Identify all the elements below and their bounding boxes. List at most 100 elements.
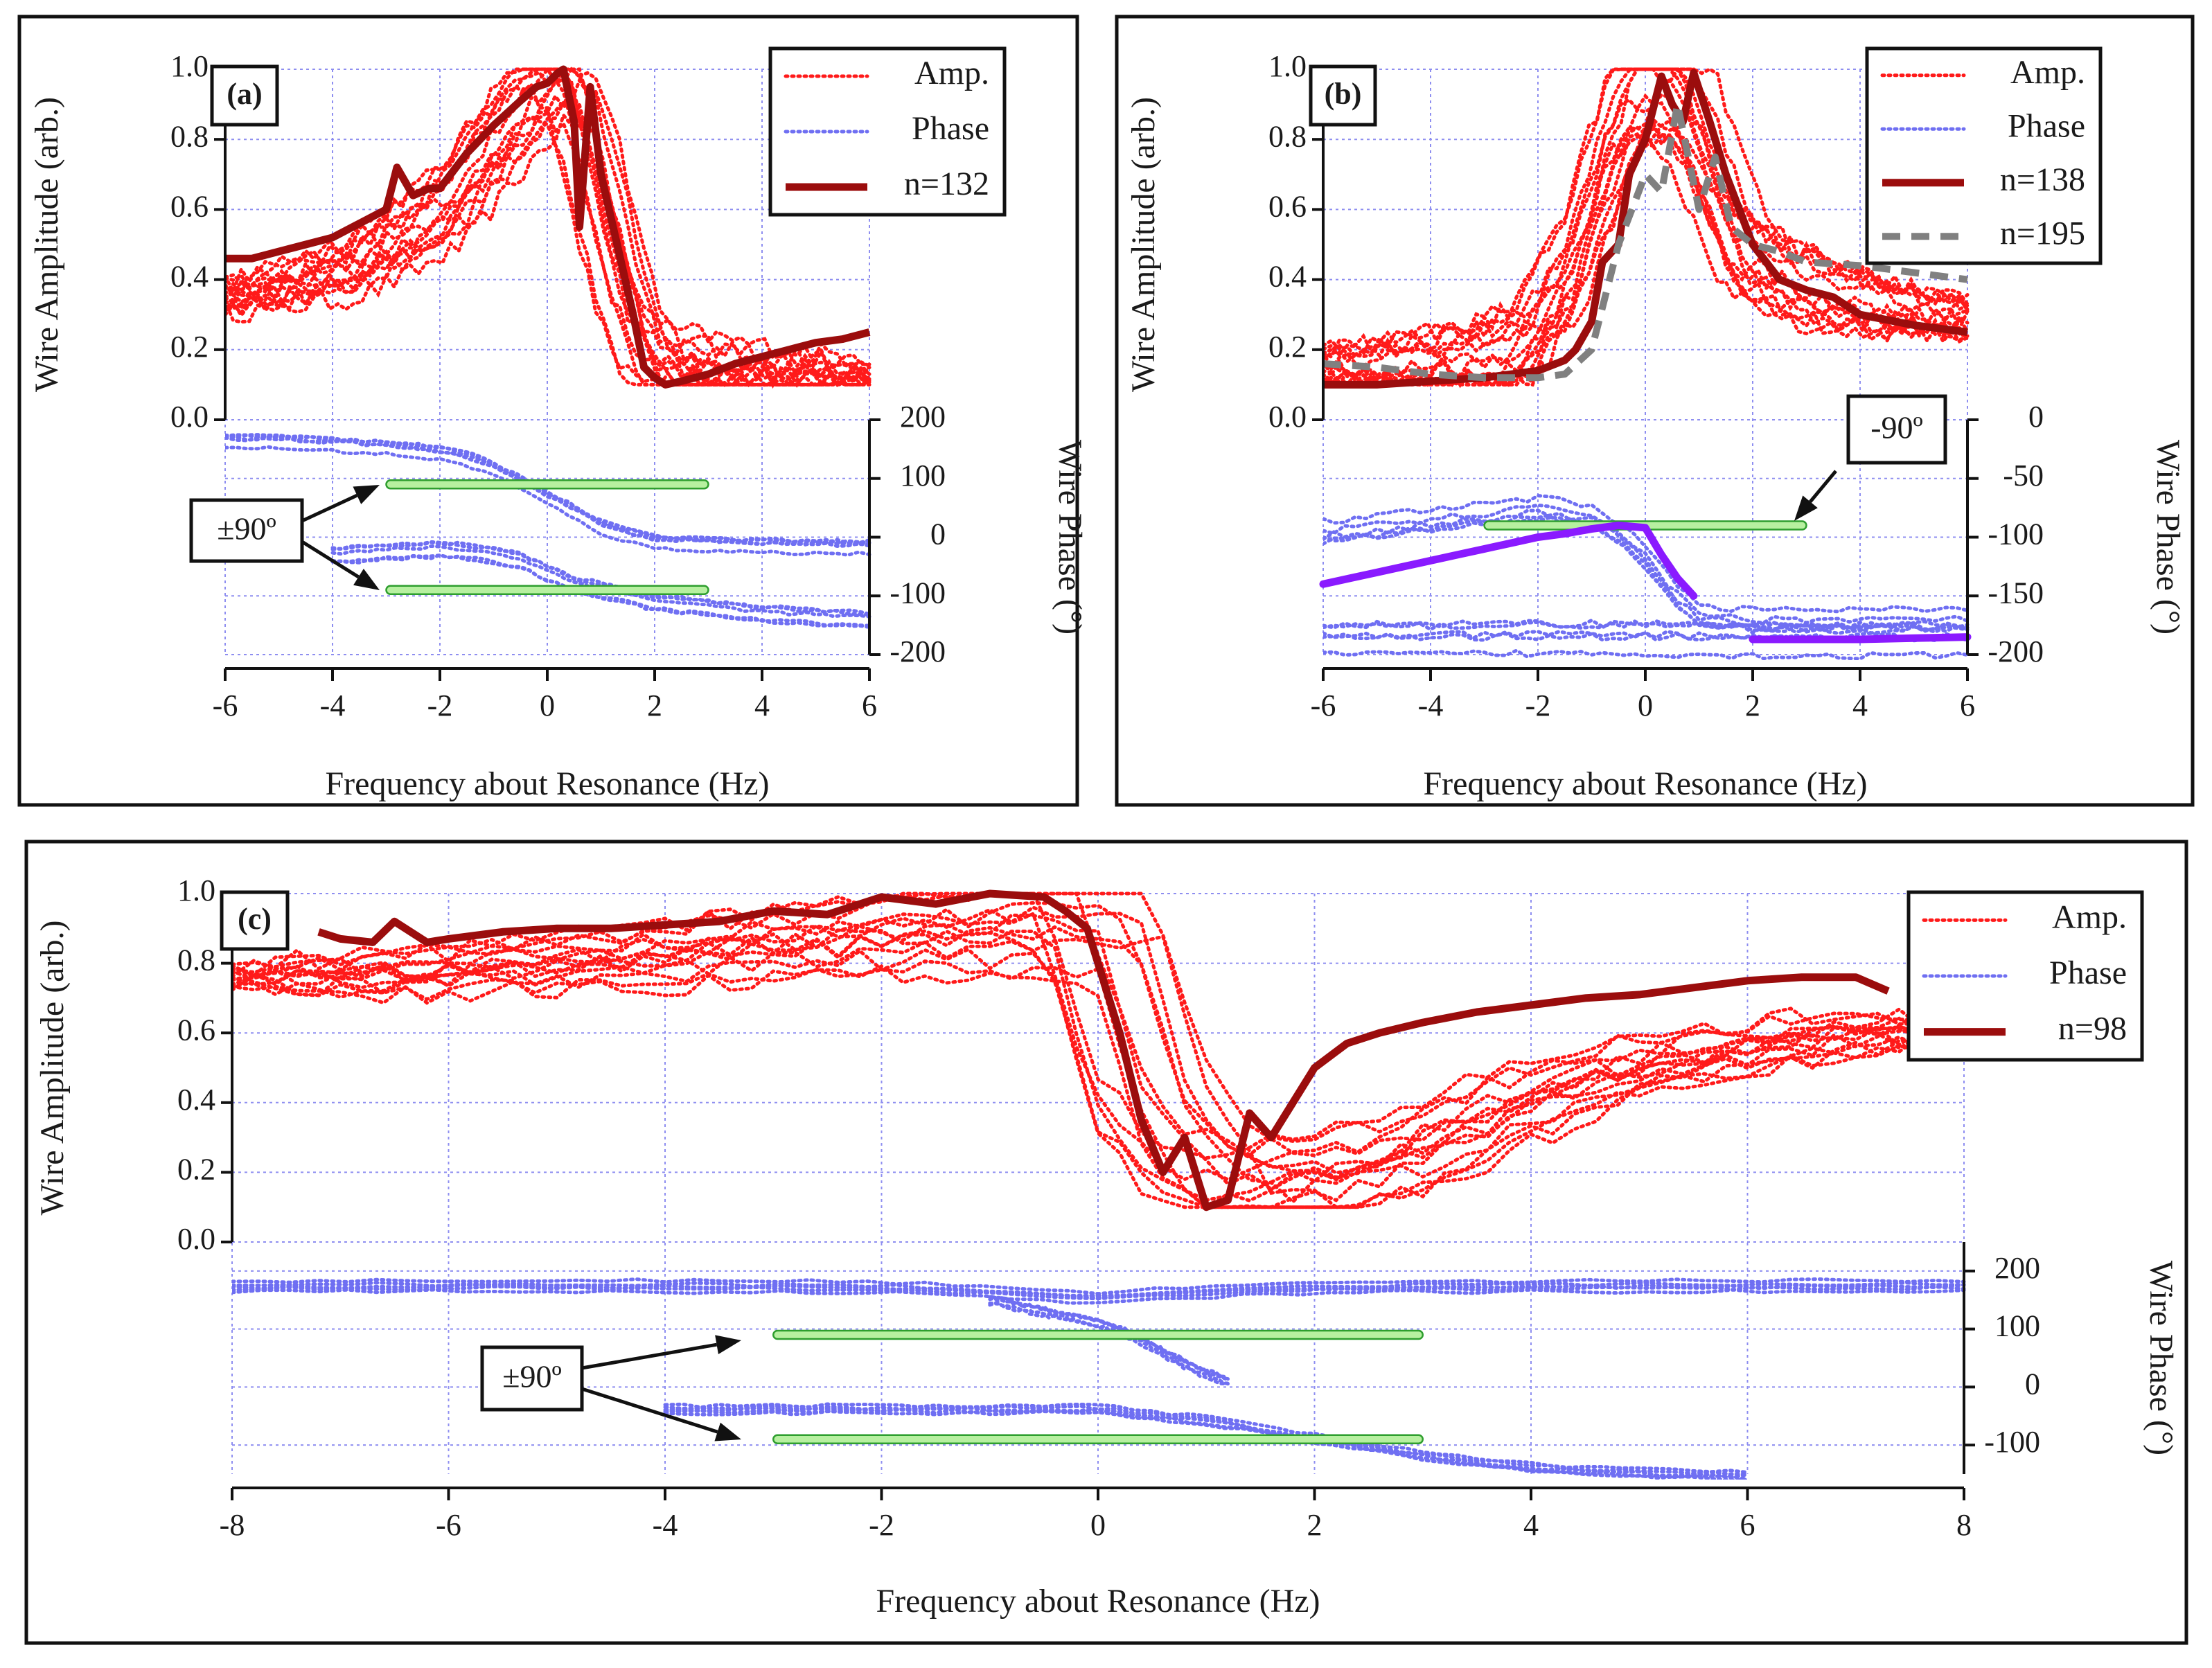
phase-axis: -100 0 100 200 xyxy=(1963,1242,2040,1474)
panel-tag-box xyxy=(210,64,279,127)
x-tick-label: -4 xyxy=(320,689,346,722)
amp-trace xyxy=(232,891,1966,1160)
legend-label: Amp. xyxy=(2052,898,2127,935)
panel-tag-box xyxy=(220,890,290,951)
annotation-label: -90º xyxy=(1870,410,1923,445)
y2-axis-label: Wire Phase (°) xyxy=(2143,1261,2179,1455)
y-tick-label: 0.2 xyxy=(177,1152,215,1186)
phase-trace xyxy=(225,445,871,557)
x-tick-label: 6 xyxy=(862,689,877,722)
phase-trace xyxy=(330,553,871,629)
annotation-arrow xyxy=(1809,470,1837,503)
phase-trace xyxy=(1323,513,1970,634)
annotation-box xyxy=(1846,394,1947,465)
y-tick-label: 1.0 xyxy=(177,873,215,907)
phase-trace xyxy=(663,1402,1749,1474)
y-tick-label: 0.0 xyxy=(1268,400,1307,434)
phase-marker-neg90 xyxy=(385,585,709,596)
legend-label: n=98 xyxy=(2058,1011,2127,1047)
y2-tick-label: 0 xyxy=(2028,400,2044,434)
y-tick-label: 0.2 xyxy=(1268,330,1307,364)
amp-trace xyxy=(1323,93,1970,380)
amp-trace xyxy=(232,929,1966,1209)
series-n=98 xyxy=(317,889,1890,1212)
x-tick-label: 0 xyxy=(540,689,555,722)
y2-tick-label: -200 xyxy=(1988,635,2044,668)
amp-trace xyxy=(232,947,1966,1209)
phase-trace xyxy=(1323,494,1970,614)
y-tick-label: 0.4 xyxy=(177,1083,215,1117)
frequency-axis: -6 -4 -2 0 2 4 6 xyxy=(213,667,877,722)
x-tick-label: -6 xyxy=(1311,689,1336,722)
y-tick-label: 0.6 xyxy=(177,1013,215,1047)
phase-trace xyxy=(232,1288,1966,1305)
x-tick-label: -4 xyxy=(1418,689,1444,722)
y2-tick-label: -100 xyxy=(1984,1425,2040,1459)
x-tick-label: 4 xyxy=(1523,1508,1539,1542)
legend-label: Amp. xyxy=(2010,54,2085,91)
annotation-box xyxy=(189,498,304,563)
y-tick-label: 0.0 xyxy=(170,400,209,434)
annotation-arrow xyxy=(581,1342,717,1370)
phase-trace xyxy=(1323,630,1970,642)
y2-axis-label: Wire Phase (°) xyxy=(1052,440,1088,635)
x-tick-label: -6 xyxy=(213,689,238,722)
series-n=132 xyxy=(225,65,871,389)
y2-tick-label: -200 xyxy=(890,635,946,668)
annotation-box xyxy=(480,1345,584,1412)
legend: Amp. Phase n=132 xyxy=(768,46,1007,217)
legend-box xyxy=(1865,46,2103,265)
x-tick-label: 2 xyxy=(647,689,662,722)
series-phase-bold-tail xyxy=(1749,633,1972,644)
phase-trace xyxy=(232,1277,1966,1296)
amp-trace xyxy=(232,925,1966,1205)
y-tick-label: 0.4 xyxy=(170,260,209,294)
annotation-arrowhead xyxy=(353,485,380,504)
legend-label: Phase xyxy=(912,110,989,147)
phase-trace xyxy=(225,433,871,545)
x-tick-label: -4 xyxy=(653,1508,678,1542)
amp-traces xyxy=(232,891,1966,1209)
y2-tick-label: 200 xyxy=(1994,1251,2040,1285)
x-tick-label: -6 xyxy=(436,1508,461,1542)
y-tick-label: 0.2 xyxy=(170,330,209,364)
y2-axis-label: Wire Phase (°) xyxy=(2150,440,2186,635)
amplitude-axis: 0.0 0.2 0.4 0.6 0.8 1.0 xyxy=(170,49,227,434)
y-tick-label: 1.0 xyxy=(170,49,209,83)
frequency-axis: -6 -4 -2 0 2 4 6 xyxy=(1311,667,1975,722)
y-tick-label: 0.4 xyxy=(1268,260,1307,294)
series-phase-bold xyxy=(1319,522,1698,600)
phase-traces xyxy=(232,1277,1966,1480)
annotation-arrowhead xyxy=(353,569,380,590)
phase-trace xyxy=(330,553,871,628)
x-tick-label: -8 xyxy=(220,1508,245,1542)
x-tick-label: 2 xyxy=(1745,689,1760,722)
annotation-arrow xyxy=(301,493,358,523)
legend-label: Phase xyxy=(2008,107,2085,144)
x-tick-label: 0 xyxy=(1090,1508,1106,1542)
y2-tick-label: 100 xyxy=(1994,1309,2040,1343)
phase-trace xyxy=(1323,648,1970,660)
phase-trace xyxy=(663,1404,1749,1476)
amp-trace xyxy=(232,900,1966,1175)
chart-panel-3: 0.0 0.2 0.4 0.6 0.8 1.0 -100 0 100 200 -8 -6 -4 -2 0 2 4… xyxy=(24,840,2188,1645)
legend: Amp. Phase n=98 xyxy=(1906,890,2144,1062)
chart-panel-2: 0.0 0.2 0.4 0.6 0.8 1.0 -200 -150 -100 -50 0 -6 -4 -2… xyxy=(1115,15,2195,807)
legend-label: n=138 xyxy=(2000,161,2085,198)
y-axis-label: Wire Amplitude (arb.) xyxy=(34,921,71,1216)
x-tick-label: 6 xyxy=(1960,689,1975,722)
phase-trace xyxy=(232,1284,1966,1301)
legend-label: n=132 xyxy=(904,166,989,202)
annotation: ±90º xyxy=(189,485,380,590)
phase-marker-pos90 xyxy=(385,479,709,490)
panel-tag: (b) xyxy=(1325,77,1362,111)
phase-trace xyxy=(663,1410,1749,1480)
y2-tick-label: -100 xyxy=(1988,517,2044,551)
phase-trace xyxy=(1323,503,1970,625)
x-tick-label: 8 xyxy=(1956,1508,1972,1542)
y-tick-label: 0.6 xyxy=(170,189,209,223)
phase-trace xyxy=(330,540,871,616)
y-axis-label: Wire Amplitude (arb.) xyxy=(1125,97,1162,392)
phase-trace xyxy=(1323,618,1970,632)
